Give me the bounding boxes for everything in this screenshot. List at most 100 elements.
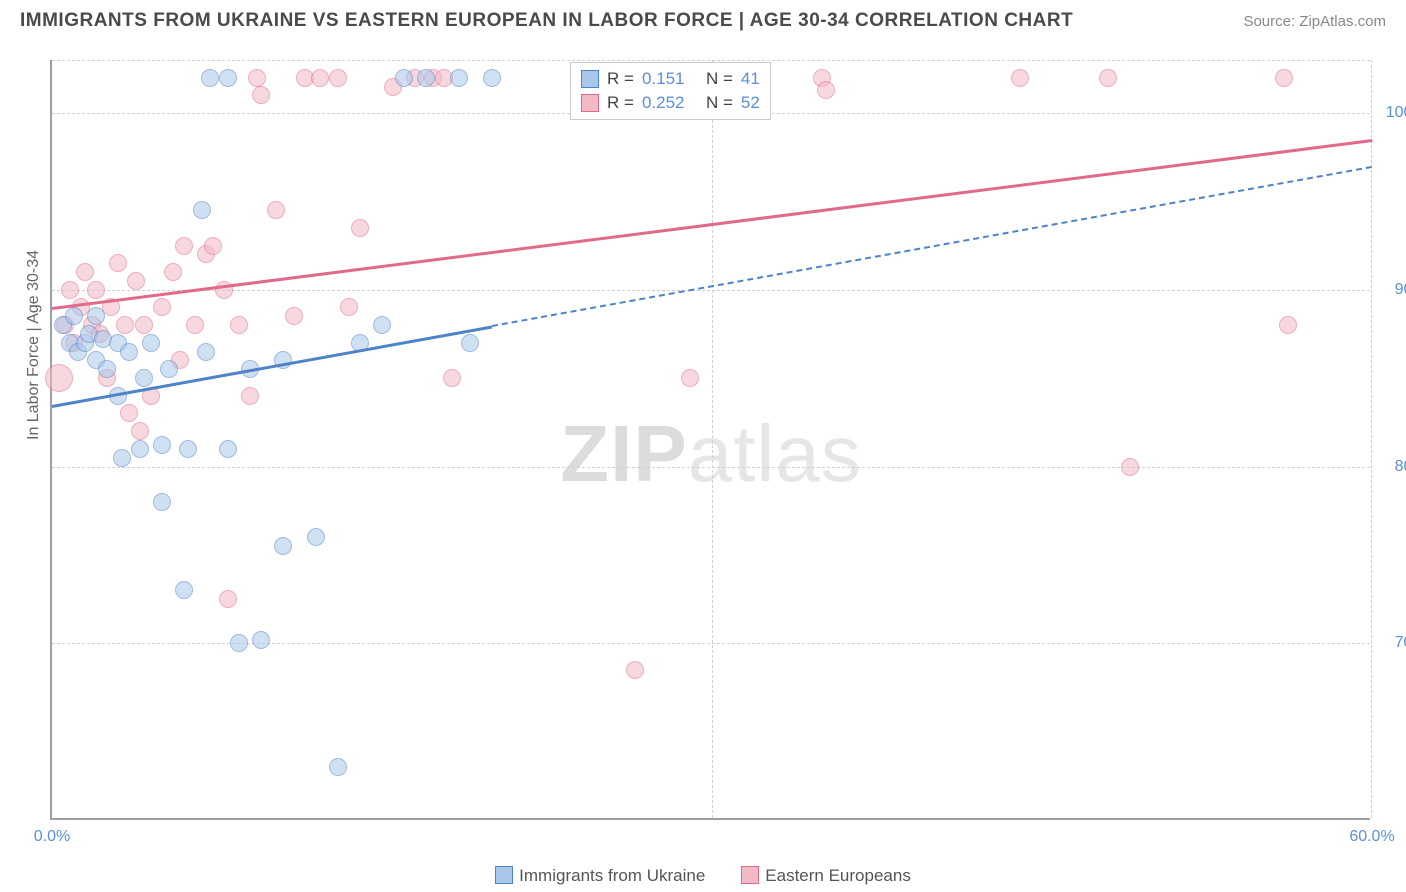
scatter-point-eastern-europe bbox=[45, 364, 73, 392]
gridline-horizontal bbox=[52, 643, 1370, 644]
scatter-point-eastern-europe bbox=[285, 307, 303, 325]
scatter-point-eastern-europe bbox=[1121, 458, 1139, 476]
scatter-point-eastern-europe bbox=[76, 263, 94, 281]
legend-n-label: N = bbox=[706, 91, 733, 115]
legend-r-value: 0.151 bbox=[642, 67, 698, 91]
scatter-point-eastern-europe bbox=[135, 316, 153, 334]
scatter-point-ukraine bbox=[219, 440, 237, 458]
scatter-point-eastern-europe bbox=[230, 316, 248, 334]
legend-swatch bbox=[741, 866, 759, 884]
scatter-point-eastern-europe bbox=[443, 369, 461, 387]
scatter-point-ukraine bbox=[131, 440, 149, 458]
correlation-legend-row: R = 0.151 N = 41 bbox=[581, 67, 760, 91]
scatter-point-ukraine bbox=[417, 69, 435, 87]
scatter-point-eastern-europe bbox=[175, 237, 193, 255]
scatter-point-ukraine bbox=[461, 334, 479, 352]
scatter-point-ukraine bbox=[373, 316, 391, 334]
scatter-point-eastern-europe bbox=[329, 69, 347, 87]
correlation-legend-row: R =0.252N =52 bbox=[581, 91, 760, 115]
gridline-vertical bbox=[1371, 60, 1372, 818]
scatter-point-ukraine bbox=[201, 69, 219, 87]
scatter-point-eastern-europe bbox=[340, 298, 358, 316]
scatter-point-eastern-europe bbox=[116, 316, 134, 334]
scatter-point-eastern-europe bbox=[817, 81, 835, 99]
gridline-horizontal bbox=[52, 467, 1370, 468]
scatter-point-ukraine bbox=[450, 69, 468, 87]
correlation-legend: R = 0.151 N = 41R = 0.252 N = 52 bbox=[570, 62, 771, 120]
scatter-point-ukraine bbox=[230, 634, 248, 652]
scatter-point-ukraine bbox=[395, 69, 413, 87]
scatter-point-eastern-europe bbox=[1279, 316, 1297, 334]
scatter-point-ukraine bbox=[329, 758, 347, 776]
scatter-point-eastern-europe bbox=[164, 263, 182, 281]
legend-label: Immigrants from Ukraine bbox=[519, 866, 705, 885]
legend-swatch bbox=[581, 94, 599, 112]
scatter-point-eastern-europe bbox=[252, 86, 270, 104]
legend-item: Immigrants from Ukraine bbox=[495, 866, 705, 885]
scatter-point-eastern-europe bbox=[626, 661, 644, 679]
scatter-point-eastern-europe bbox=[248, 69, 266, 87]
legend-n-label: N = bbox=[706, 67, 733, 91]
scatter-point-ukraine bbox=[87, 307, 105, 325]
scatter-point-ukraine bbox=[175, 581, 193, 599]
gridline-horizontal bbox=[52, 290, 1370, 291]
chart-plot-area: ZIPatlas 70.0%80.0%90.0%100.0%0.0%60.0% bbox=[50, 60, 1370, 820]
scatter-point-ukraine bbox=[307, 528, 325, 546]
y-tick-label: 90.0% bbox=[1380, 281, 1406, 299]
scatter-point-eastern-europe bbox=[153, 298, 171, 316]
series-legend: Immigrants from Ukraine Eastern Europeans bbox=[0, 866, 1406, 886]
scatter-point-eastern-europe bbox=[1011, 69, 1029, 87]
scatter-point-ukraine bbox=[193, 201, 211, 219]
scatter-point-ukraine bbox=[160, 360, 178, 378]
legend-item: Eastern Europeans bbox=[741, 866, 911, 885]
scatter-point-eastern-europe bbox=[61, 281, 79, 299]
scatter-point-eastern-europe bbox=[267, 201, 285, 219]
scatter-point-eastern-europe bbox=[1275, 69, 1293, 87]
source-label: Source: ZipAtlas.com bbox=[1243, 13, 1386, 30]
scatter-point-ukraine bbox=[197, 343, 215, 361]
x-tick-label: 60.0% bbox=[1349, 828, 1394, 846]
scatter-point-eastern-europe bbox=[204, 237, 222, 255]
scatter-point-ukraine bbox=[153, 436, 171, 454]
legend-label: Eastern Europeans bbox=[765, 866, 911, 885]
scatter-point-ukraine bbox=[179, 440, 197, 458]
scatter-point-eastern-europe bbox=[120, 404, 138, 422]
legend-swatch bbox=[495, 866, 513, 884]
legend-r-label: R = bbox=[607, 67, 634, 91]
chart-title: IMMIGRANTS FROM UKRAINE VS EASTERN EUROP… bbox=[20, 10, 1073, 32]
scatter-point-ukraine bbox=[219, 69, 237, 87]
scatter-point-eastern-europe bbox=[131, 422, 149, 440]
scatter-point-eastern-europe bbox=[87, 281, 105, 299]
scatter-point-eastern-europe bbox=[186, 316, 204, 334]
y-tick-label: 100.0% bbox=[1380, 104, 1406, 122]
scatter-point-ukraine bbox=[252, 631, 270, 649]
y-axis-title: In Labor Force | Age 30-34 bbox=[25, 250, 43, 440]
scatter-point-eastern-europe bbox=[311, 69, 329, 87]
legend-n-value: 41 bbox=[741, 67, 760, 91]
legend-n-value: 52 bbox=[741, 91, 760, 115]
scatter-point-eastern-europe bbox=[241, 387, 259, 405]
scatter-point-ukraine bbox=[274, 537, 292, 555]
scatter-point-ukraine bbox=[483, 69, 501, 87]
scatter-point-ukraine bbox=[65, 307, 83, 325]
scatter-point-ukraine bbox=[98, 360, 116, 378]
trendline-ukraine-extended bbox=[492, 166, 1372, 327]
x-tick-label: 0.0% bbox=[34, 828, 70, 846]
legend-swatch bbox=[581, 70, 599, 88]
gridline-vertical bbox=[712, 60, 713, 818]
scatter-point-ukraine bbox=[135, 369, 153, 387]
y-tick-label: 80.0% bbox=[1380, 458, 1406, 476]
scatter-point-eastern-europe bbox=[219, 590, 237, 608]
watermark: ZIPatlas bbox=[560, 408, 861, 500]
scatter-point-ukraine bbox=[153, 493, 171, 511]
scatter-point-ukraine bbox=[120, 343, 138, 361]
legend-r-value: 0.252 bbox=[642, 91, 698, 115]
scatter-point-eastern-europe bbox=[1099, 69, 1117, 87]
scatter-point-eastern-europe bbox=[127, 272, 145, 290]
scatter-point-eastern-europe bbox=[109, 254, 127, 272]
scatter-point-eastern-europe bbox=[681, 369, 699, 387]
scatter-point-ukraine bbox=[142, 334, 160, 352]
y-tick-label: 70.0% bbox=[1380, 634, 1406, 652]
gridline-horizontal bbox=[52, 60, 1370, 61]
scatter-point-eastern-europe bbox=[351, 219, 369, 237]
